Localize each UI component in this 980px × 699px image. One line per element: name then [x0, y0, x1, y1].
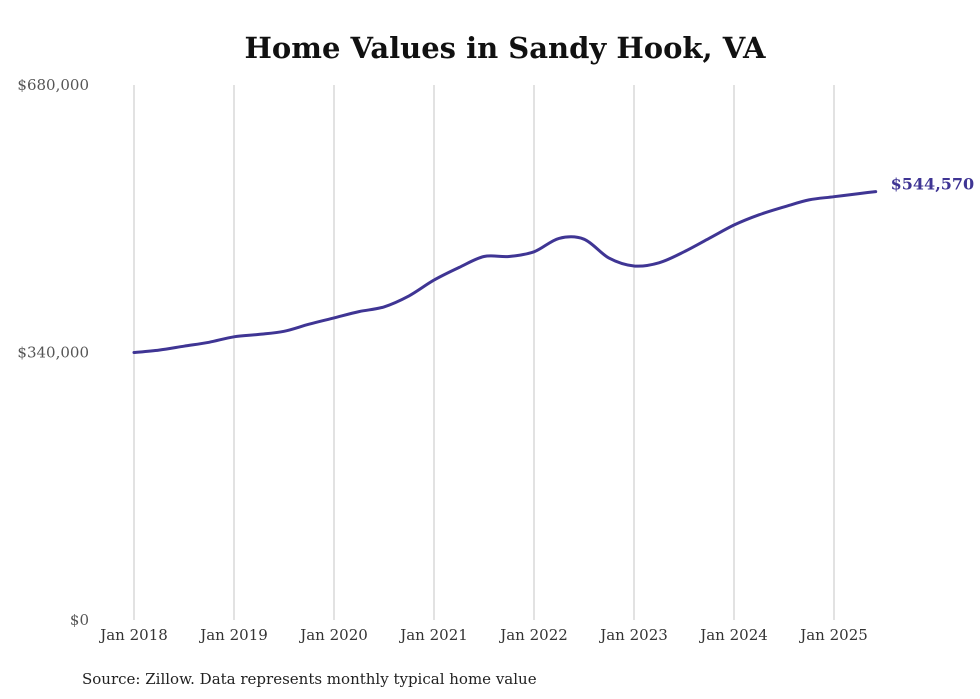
x-tick-label: Jan 2024 — [698, 626, 768, 644]
x-tick-label: Jan 2022 — [498, 626, 568, 644]
x-tick-label: Jan 2025 — [798, 626, 868, 644]
x-tick-label: Jan 2018 — [98, 626, 168, 644]
y-axis: $0 $340,000 $680,000 — [17, 76, 89, 629]
x-tick-label: Jan 2021 — [398, 626, 468, 644]
y-tick-label: $0 — [70, 611, 89, 629]
y-tick-label: $680,000 — [17, 76, 89, 94]
gridlines — [133, 85, 835, 620]
y-tick-label: $340,000 — [17, 344, 89, 362]
x-tick-label: Jan 2020 — [298, 626, 368, 644]
x-axis: Jan 2018 Jan 2019 Jan 2020 Jan 2021 Jan 2022… — [98, 626, 868, 644]
source-note: Source: Zillow. Data represents monthly … — [82, 670, 537, 688]
end-value-label: $544,570 — [891, 175, 975, 194]
series-line — [132, 190, 878, 354]
x-tick-label: Jan 2023 — [598, 626, 668, 644]
chart-title: Home Values in Sandy Hook, VA — [245, 31, 766, 65]
x-tick-label: Jan 2019 — [198, 626, 268, 644]
